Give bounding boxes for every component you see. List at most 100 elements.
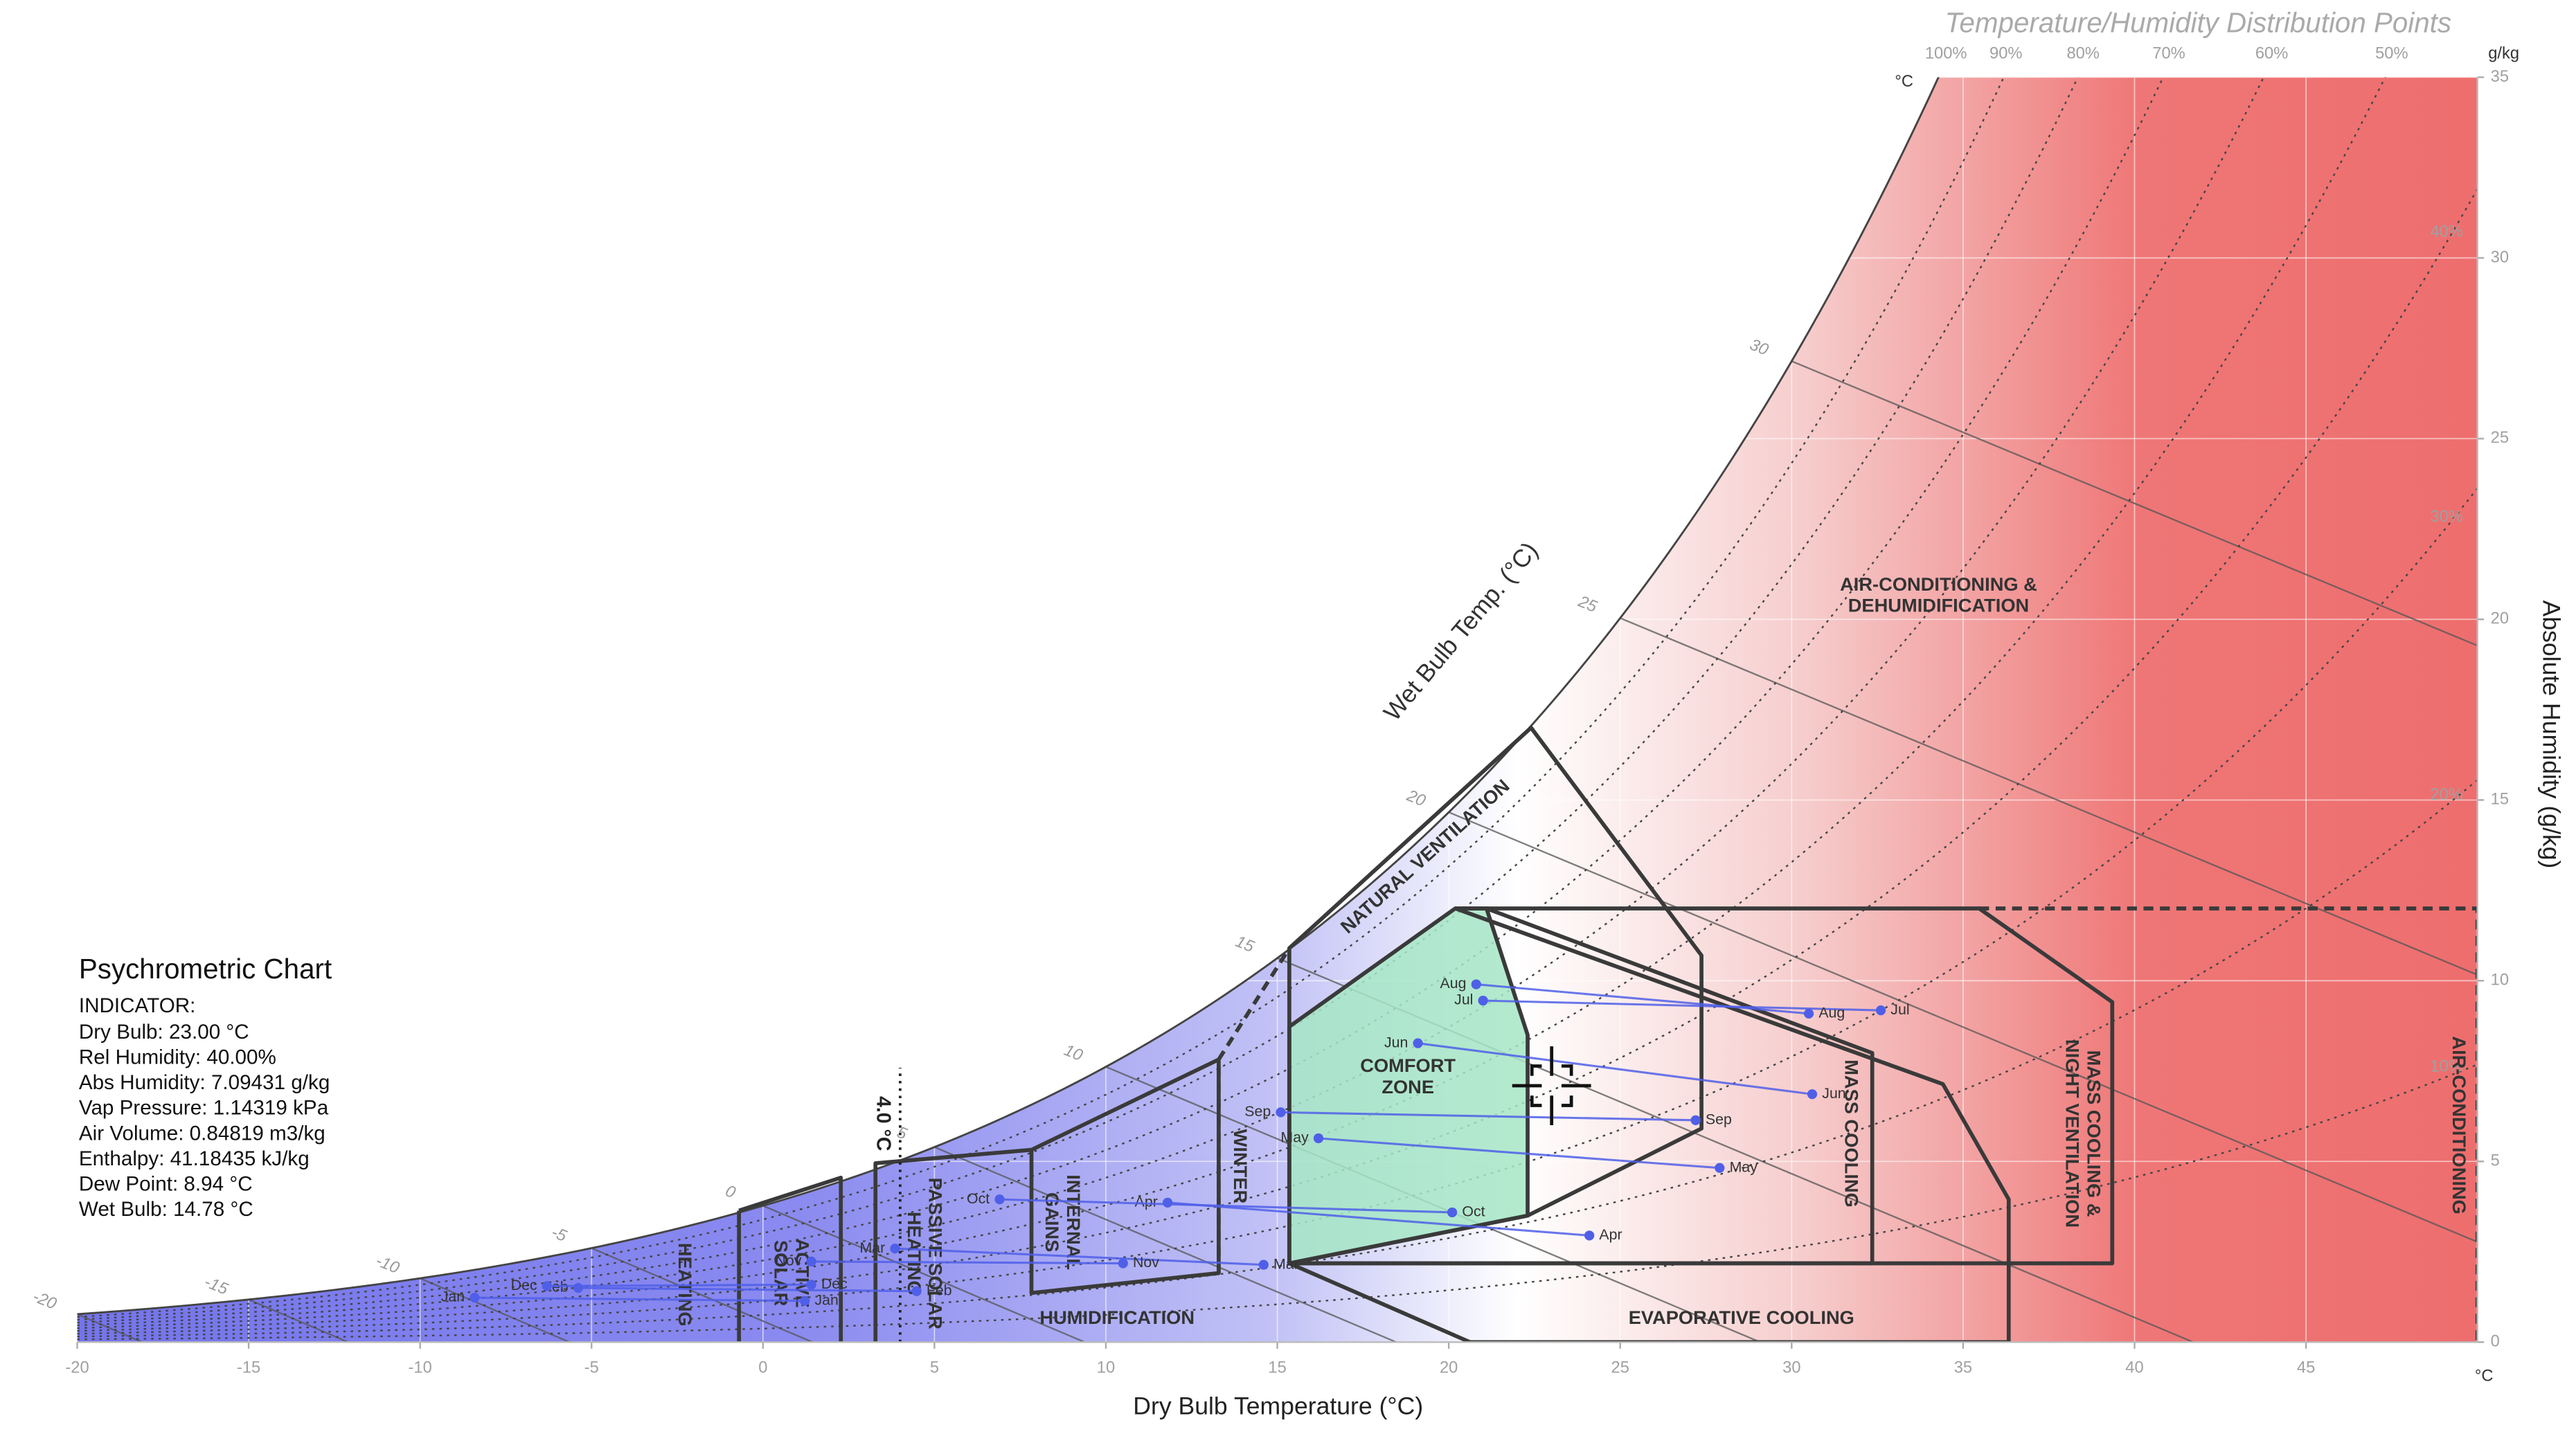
- y-unit: g/kg: [2488, 45, 2519, 63]
- zone-label: EVAPORATIVE COOLING: [1629, 1307, 1854, 1328]
- month-point: [1807, 1089, 1818, 1100]
- zone-label-line: ACTIVE: [791, 1239, 813, 1308]
- wet-bulb-tick-label: -10: [373, 1252, 402, 1278]
- indicator-marker: [1512, 1046, 1591, 1125]
- x-tick-label: -15: [237, 1359, 260, 1377]
- month-label: Jul: [1454, 992, 1473, 1008]
- month-label: Jul: [1890, 1001, 1909, 1018]
- top-unit: °C: [1895, 73, 1913, 91]
- zone-label-line: ZONE: [1381, 1076, 1434, 1097]
- month-point: [1584, 1230, 1595, 1241]
- crosshair-box: [1530, 1064, 1573, 1107]
- month-point: [1690, 1115, 1701, 1125]
- month-range: [1476, 983, 1809, 1015]
- zone-label-line: HEATING: [904, 1212, 925, 1296]
- month-label: Dec: [821, 1275, 848, 1292]
- month-label: May: [1730, 1158, 1758, 1175]
- month-label: Oct: [967, 1190, 990, 1207]
- month-label: Nov: [1133, 1254, 1159, 1271]
- zone-label: HUMIDIFICATION: [1039, 1307, 1195, 1328]
- zone-label-line: MASS COOLING &: [2083, 1050, 2104, 1217]
- month-point: [806, 1256, 816, 1267]
- x-tick-label: 10: [1097, 1359, 1115, 1377]
- zone-label: ACTIVESOLAR: [771, 1239, 814, 1308]
- zone-label: INTERNALGAINS: [1041, 1174, 1084, 1270]
- zone-label-line: GAINS: [1041, 1192, 1063, 1252]
- y-tick-label: 15: [2491, 791, 2509, 809]
- wet-bulb-line: [420, 1278, 570, 1343]
- y-tick-label: 10: [2491, 971, 2509, 989]
- month-point: [911, 1286, 922, 1296]
- wet-bulb-line: [77, 1313, 143, 1343]
- rh-curve: [77, 77, 1940, 1316]
- month-point: [1803, 1008, 1814, 1019]
- rh-label: 20%: [2430, 786, 2462, 804]
- zone-boundary: [738, 1175, 843, 1343]
- month-range: [895, 1247, 1264, 1266]
- rh-label: 100%: [1925, 45, 1967, 63]
- rh-label: 80%: [2066, 45, 2099, 63]
- month-point: [1875, 1005, 1886, 1016]
- saturation-fill: [77, 77, 2478, 1343]
- x-tick-label: 5: [930, 1359, 939, 1377]
- rh-label: 90%: [1989, 45, 2022, 63]
- zone-label: COMFORT ZONE: [1360, 1055, 1456, 1097]
- month-range: [1483, 999, 1881, 1012]
- month-point: [1447, 1207, 1458, 1218]
- rh-label: 10%: [2430, 1057, 2462, 1075]
- month-point: [1413, 1038, 1423, 1048]
- zone-label: MASS COOLING: [1841, 1059, 1862, 1208]
- month-label: Dec: [511, 1277, 537, 1293]
- indicator-line: Dry Bulb: 23.00 °C: [79, 1021, 249, 1043]
- month-label: Jan: [441, 1289, 465, 1305]
- month-point: [1163, 1197, 1173, 1208]
- rh-label: 70%: [2152, 45, 2185, 63]
- zone-label-line: AIR-CONDITIONING &: [1840, 573, 2037, 595]
- month-label: Feb: [927, 1282, 952, 1298]
- wet-bulb-tick-label: 20: [1404, 787, 1428, 810]
- month-point: [1471, 979, 1481, 989]
- month-range: [811, 1260, 1123, 1265]
- month-label: Apr: [1599, 1226, 1622, 1243]
- month-range: [1417, 1042, 1813, 1095]
- x-tick-label: -20: [65, 1359, 89, 1377]
- month-label: Apr: [1135, 1193, 1158, 1210]
- wet-bulb-tick-label: -5: [548, 1224, 569, 1246]
- indicator-line: Vap Pressure: 1.14319 kPa: [79, 1097, 329, 1120]
- indicator-line: Rel Humidity: 40.00%: [79, 1046, 276, 1069]
- zone-label-line: EVAPORATIVE COOLING: [1629, 1307, 1854, 1328]
- y-tick-label: 30: [2491, 249, 2509, 267]
- zone-label-line: DEHUMIDIFICATION: [1848, 595, 2030, 616]
- x-unit: °C: [2475, 1367, 2494, 1385]
- x-tick-label: 15: [1268, 1359, 1286, 1377]
- x-tick-label: 0: [758, 1359, 767, 1377]
- wet-bulb-line: [1620, 617, 2478, 976]
- y-tick-label: 0: [2491, 1333, 2500, 1351]
- wet-bulb-tick-label: 5: [894, 1123, 910, 1143]
- zone-label-line: INTERNAL: [1063, 1174, 1084, 1270]
- month-label: Oct: [1462, 1203, 1485, 1220]
- y-tick-label: 35: [2491, 68, 2509, 86]
- wet-bulb-line: [248, 1298, 349, 1343]
- month-label: Mar: [859, 1239, 885, 1256]
- indicator-heading: INDICATOR:: [79, 994, 196, 1017]
- month-range: [999, 1198, 1453, 1214]
- zone-label-line: COMFORT: [1360, 1055, 1456, 1076]
- zone-label-line: PASSIVE SOLAR: [925, 1178, 947, 1329]
- month-label: Sep: [1706, 1111, 1732, 1127]
- y-tick-label: 20: [2491, 610, 2509, 628]
- month-point: [994, 1194, 1005, 1205]
- indicator-line: Air Volume: 0.84819 m3/kg: [79, 1122, 325, 1145]
- rh-label: 40%: [2430, 223, 2462, 241]
- month-point: [806, 1280, 816, 1290]
- plot-area: [77, 77, 2478, 1343]
- zone-label-line: NIGHT VENTILATION: [2061, 1039, 2083, 1228]
- month-label: May: [1280, 1129, 1309, 1146]
- month-point: [1313, 1133, 1324, 1144]
- y-tick-label: 25: [2491, 429, 2509, 447]
- wet-bulb-tick-label: 0: [723, 1182, 738, 1202]
- month-label: Nov: [775, 1253, 801, 1269]
- month-point: [1715, 1163, 1725, 1173]
